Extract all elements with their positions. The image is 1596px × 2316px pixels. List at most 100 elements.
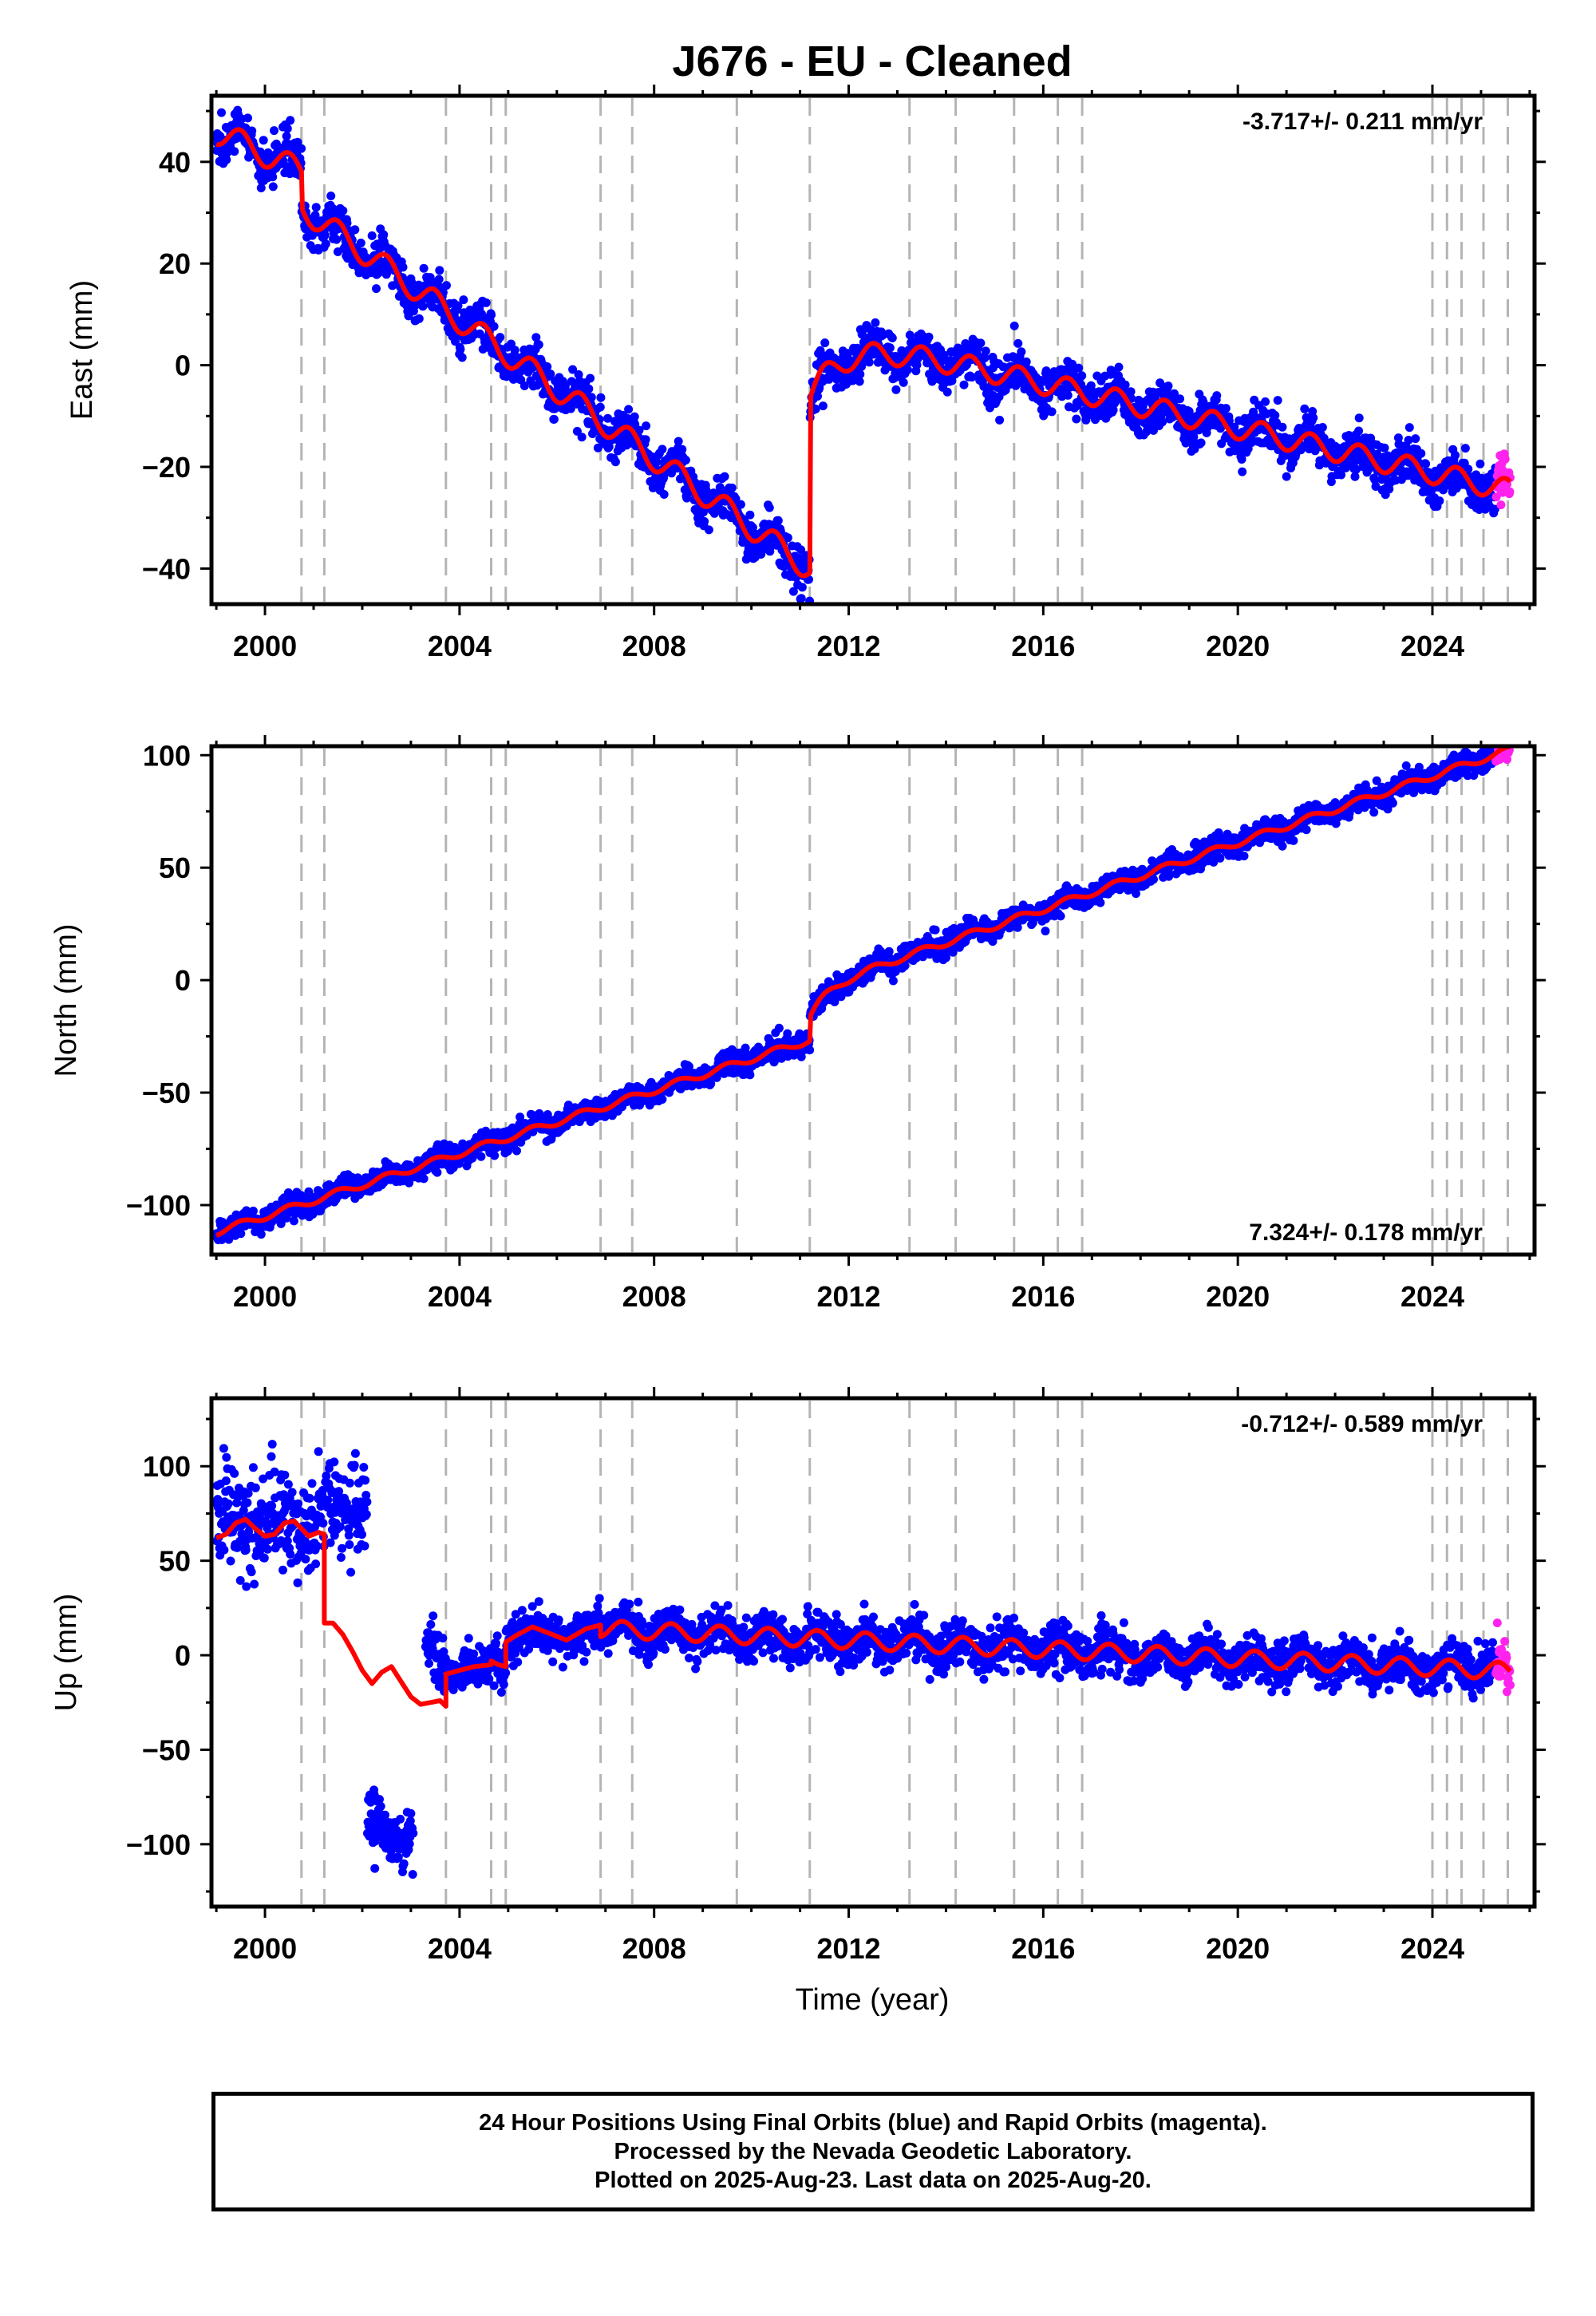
final-orbit-point — [704, 525, 713, 535]
final-orbit-point — [268, 182, 278, 192]
final-orbit-point — [1212, 391, 1222, 401]
final-orbit-point — [899, 377, 908, 387]
final-orbit-point — [418, 302, 428, 311]
final-orbit-point — [453, 301, 463, 310]
final-orbit-point — [326, 192, 336, 200]
final-orbit-point — [796, 594, 806, 603]
final-orbit-point — [630, 412, 639, 421]
final-orbit-point — [1126, 387, 1136, 397]
final-orbit-point — [1282, 472, 1291, 481]
final-orbit-point — [930, 925, 940, 935]
final-orbit-point — [700, 516, 709, 526]
final-orbit-point — [864, 358, 874, 367]
final-orbit-point — [1261, 397, 1270, 406]
final-orbit-point — [1047, 407, 1057, 417]
final-orbit-point — [419, 263, 429, 273]
final-orbit-point — [372, 284, 381, 294]
final-orbit-point — [1380, 443, 1389, 453]
final-orbit-point — [1238, 467, 1247, 476]
x-tick-label: 2008 — [622, 630, 686, 662]
final-orbit-point — [481, 298, 491, 307]
final-orbit-point — [774, 1023, 784, 1033]
final-orbit-point — [1077, 371, 1087, 381]
final-orbit-point — [248, 1206, 258, 1215]
final-orbit-point — [1300, 404, 1310, 413]
final-orbit-point — [720, 472, 729, 481]
final-orbit-point — [648, 483, 658, 492]
final-orbit-point — [1163, 381, 1173, 391]
final-orbit-point — [435, 266, 444, 275]
final-orbit-point — [459, 295, 468, 305]
final-orbit-point — [1221, 404, 1231, 413]
final-orbit-point — [674, 437, 683, 446]
final-orbit-point — [1009, 321, 1019, 330]
final-orbit-point — [356, 239, 365, 247]
final-orbit-point — [584, 384, 594, 393]
final-orbit-point — [476, 1152, 486, 1161]
final-orbit-point — [1411, 434, 1420, 444]
final-orbit-point — [736, 500, 745, 509]
final-orbit-point — [434, 275, 444, 284]
final-orbit-point — [1114, 362, 1124, 372]
final-orbit-point — [942, 953, 950, 962]
final-orbit-point — [419, 1174, 429, 1184]
x-tick-label: 2004 — [428, 630, 492, 662]
final-orbit-point — [1175, 394, 1184, 404]
final-orbit-point — [549, 414, 559, 424]
final-orbit-point — [1074, 363, 1084, 373]
final-orbit-point — [924, 332, 934, 342]
final-orbit-point — [1017, 347, 1026, 357]
north-panel: 2000 2004 2008 2012 2016 2020 2024100500−50−10… — [49, 735, 1546, 1313]
final-orbit-point — [593, 443, 602, 453]
final-orbit-point — [560, 381, 570, 391]
y-tick-label: 20 — [159, 247, 191, 280]
final-orbit-point — [379, 230, 389, 239]
final-orbit-point — [805, 1045, 815, 1055]
final-orbit-point — [270, 126, 279, 136]
final-orbit-point — [268, 172, 278, 182]
final-orbit-point — [855, 377, 864, 386]
final-orbit-point — [236, 1229, 246, 1239]
final-orbit-point — [1435, 496, 1444, 506]
final-orbit-point — [230, 147, 239, 156]
final-orbit-point — [813, 392, 822, 401]
final-orbit-point — [1317, 423, 1327, 432]
final-orbit-point — [905, 330, 915, 340]
x-tick-label: 2024 — [1400, 630, 1464, 662]
east-y-axis-title: East (mm) — [65, 280, 99, 420]
final-orbit-point — [1309, 413, 1318, 422]
final-orbit-point — [783, 533, 792, 543]
final-orbit-point — [603, 413, 613, 423]
final-orbit-point — [1416, 449, 1426, 458]
final-orbit-point — [534, 340, 543, 350]
final-orbit-point — [490, 1151, 500, 1160]
y-tick-label: 40 — [159, 146, 191, 179]
final-orbit-point — [652, 457, 662, 467]
final-orbit-point — [1451, 450, 1460, 460]
final-orbit-point — [1278, 422, 1287, 432]
final-orbit-point — [332, 235, 342, 244]
final-orbit-point — [681, 456, 690, 464]
rapid-orbit-point — [1500, 454, 1510, 464]
final-orbit-point — [1132, 889, 1140, 899]
final-orbit-point — [745, 1070, 755, 1080]
final-orbit-point — [727, 483, 737, 492]
final-orbit-point — [243, 113, 252, 123]
final-orbit-point — [247, 126, 257, 136]
final-orbit-point — [595, 402, 605, 412]
east-model-line — [215, 127, 1512, 579]
final-orbit-point — [1354, 413, 1364, 423]
final-orbit-point — [543, 362, 552, 371]
final-orbit-point — [442, 281, 451, 290]
final-orbit-point — [642, 421, 651, 431]
final-orbit-point — [568, 365, 578, 374]
final-orbit-point — [1041, 366, 1051, 376]
final-orbit-point — [891, 385, 901, 394]
final-orbit-point — [871, 318, 880, 327]
figure-title: J676 - EU - Cleaned — [672, 38, 1072, 85]
final-orbit-point — [1063, 390, 1073, 400]
final-orbit-point — [678, 445, 687, 454]
rapid-orbit-point — [1496, 500, 1506, 510]
rapid-orbit-point — [1505, 487, 1515, 496]
